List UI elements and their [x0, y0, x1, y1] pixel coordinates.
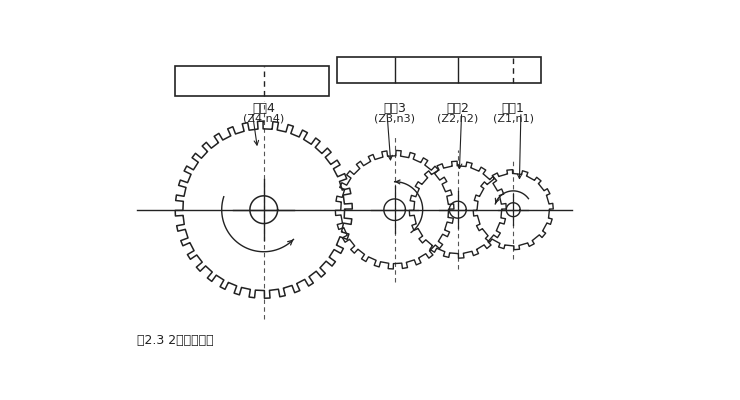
Text: 歯車1: 歯車1 — [502, 102, 525, 114]
Text: (Z3,n3): (Z3,n3) — [374, 114, 415, 124]
Text: (Z1,n1): (Z1,n1) — [493, 114, 534, 124]
Polygon shape — [337, 57, 541, 84]
Polygon shape — [175, 66, 329, 96]
Text: 歯車4: 歯車4 — [252, 102, 275, 114]
Text: 図2.3 2段歯車機構: 図2.3 2段歯車機構 — [137, 334, 213, 347]
Text: (Z4,n4): (Z4,n4) — [243, 114, 284, 124]
Text: (Z2,n2): (Z2,n2) — [437, 114, 479, 124]
Text: 歯車3: 歯車3 — [383, 102, 406, 114]
Text: 歯車2: 歯車2 — [446, 102, 469, 114]
